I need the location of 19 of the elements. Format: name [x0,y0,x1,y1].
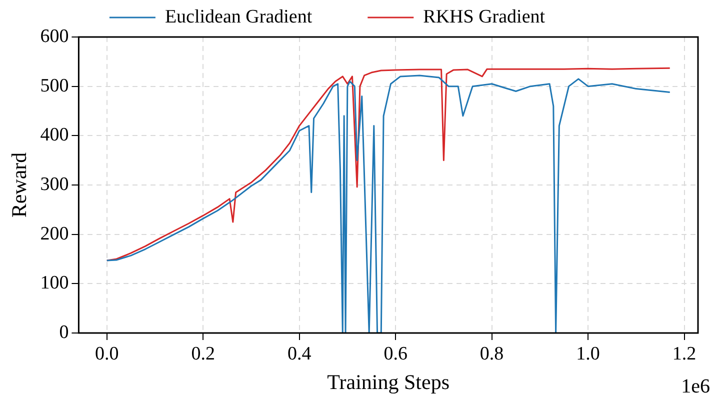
y-tick-label: 200 [40,223,69,244]
y-tick-label: 300 [40,174,69,195]
x-tick-label: 0.2 [191,343,215,364]
text: 1e6 [681,375,710,398]
y-tick-label: 100 [40,272,69,294]
y-axis-title: Reward [7,152,32,218]
x-tick-label: 0.6 [384,343,408,364]
y-tick-label: 400 [40,124,69,146]
x-axis-title: Training Steps [327,370,450,394]
x-tick-label: 0.4 [287,343,312,364]
x-tick-label: 0.0 [94,343,119,364]
y-tick-label: 500 [40,75,69,96]
legend-label: RKHS Gradient [423,6,593,28]
x-tick-label: 0.8 [480,343,504,364]
y-tick-label: 0 [59,322,69,343]
y-tick-label: 600 [40,26,69,47]
x-tick-label: 1.2 [672,343,696,364]
x-tick-label: 1.0 [576,343,600,364]
legend-label: Euclidean Gradient [164,6,360,28]
